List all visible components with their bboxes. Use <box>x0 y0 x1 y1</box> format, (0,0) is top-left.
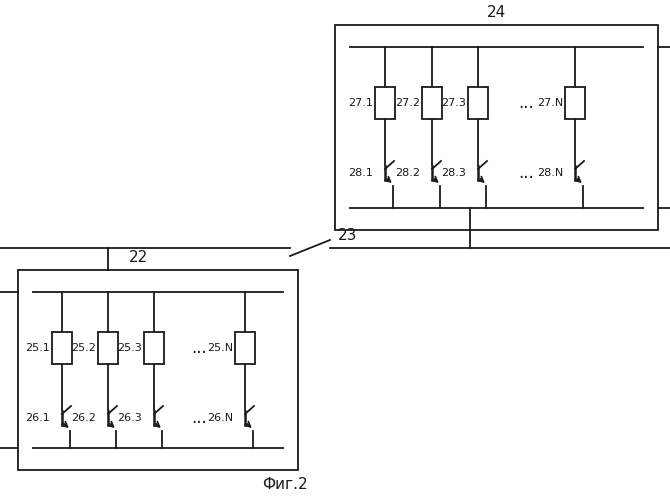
Text: ...: ... <box>519 164 535 182</box>
Bar <box>98 332 118 364</box>
Text: 25.N: 25.N <box>207 343 233 353</box>
Text: 27.2: 27.2 <box>395 98 420 108</box>
Bar <box>565 87 585 119</box>
Text: 26.3: 26.3 <box>117 413 142 423</box>
Bar <box>18 270 298 470</box>
Bar <box>422 87 442 119</box>
Text: 27.3: 27.3 <box>441 98 466 108</box>
Text: Фиг.2: Фиг.2 <box>262 477 308 492</box>
Text: 26.1: 26.1 <box>25 413 50 423</box>
Text: 26.N: 26.N <box>207 413 233 423</box>
Bar <box>468 87 488 119</box>
Text: 27.1: 27.1 <box>348 98 373 108</box>
Text: 25.1: 25.1 <box>25 343 50 353</box>
Text: 22: 22 <box>129 250 147 265</box>
Bar <box>375 87 395 119</box>
Bar <box>144 332 164 364</box>
Bar <box>52 332 72 364</box>
Bar <box>235 332 255 364</box>
Text: ...: ... <box>519 94 535 112</box>
Bar <box>335 25 658 230</box>
Text: 25.2: 25.2 <box>71 343 96 353</box>
Text: 25.3: 25.3 <box>117 343 142 353</box>
Text: 28.2: 28.2 <box>395 168 420 178</box>
Text: 23: 23 <box>338 228 357 243</box>
Text: 26.2: 26.2 <box>71 413 96 423</box>
Text: 28.N: 28.N <box>537 168 563 178</box>
Text: ...: ... <box>192 339 208 357</box>
Text: ...: ... <box>192 409 208 427</box>
Text: 27.N: 27.N <box>537 98 563 108</box>
Text: 24: 24 <box>487 5 506 20</box>
Text: 28.3: 28.3 <box>441 168 466 178</box>
Text: 28.1: 28.1 <box>348 168 373 178</box>
